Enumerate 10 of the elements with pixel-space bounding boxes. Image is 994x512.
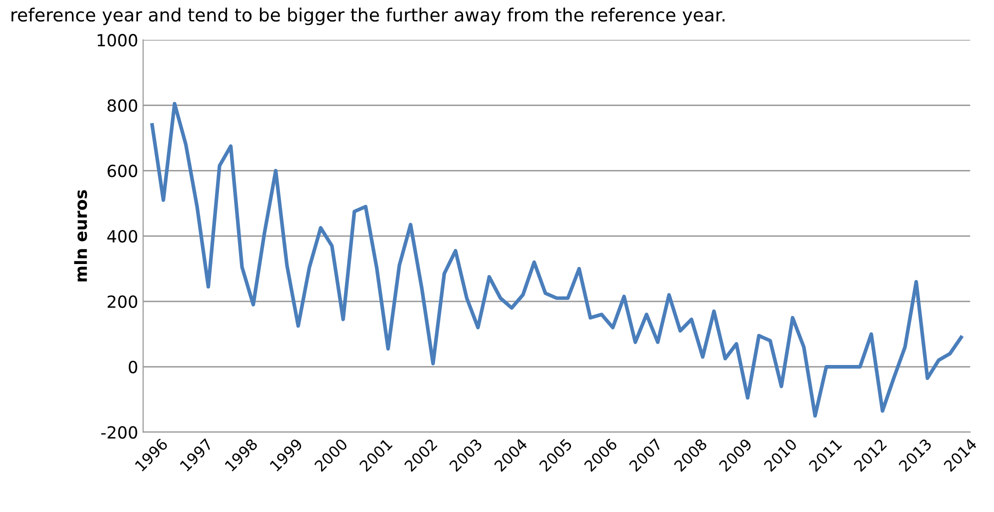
y-tick-label: 200 [108, 295, 138, 308]
y-tick-label: 600 [108, 164, 138, 178]
y-tick-label: 0 [128, 360, 138, 374]
y-tick-label: 1000 [98, 34, 138, 47]
text: reference year and tend to be bigger the further away from the reference year. [12, 8, 724, 26]
y-tick-label: -200 [101, 426, 138, 439]
y-axis-title: mln euros [74, 190, 88, 282]
line-series [150, 102, 963, 418]
y-tick-label: 400 [107, 230, 138, 243]
y-tick-label: 800 [108, 99, 138, 112]
